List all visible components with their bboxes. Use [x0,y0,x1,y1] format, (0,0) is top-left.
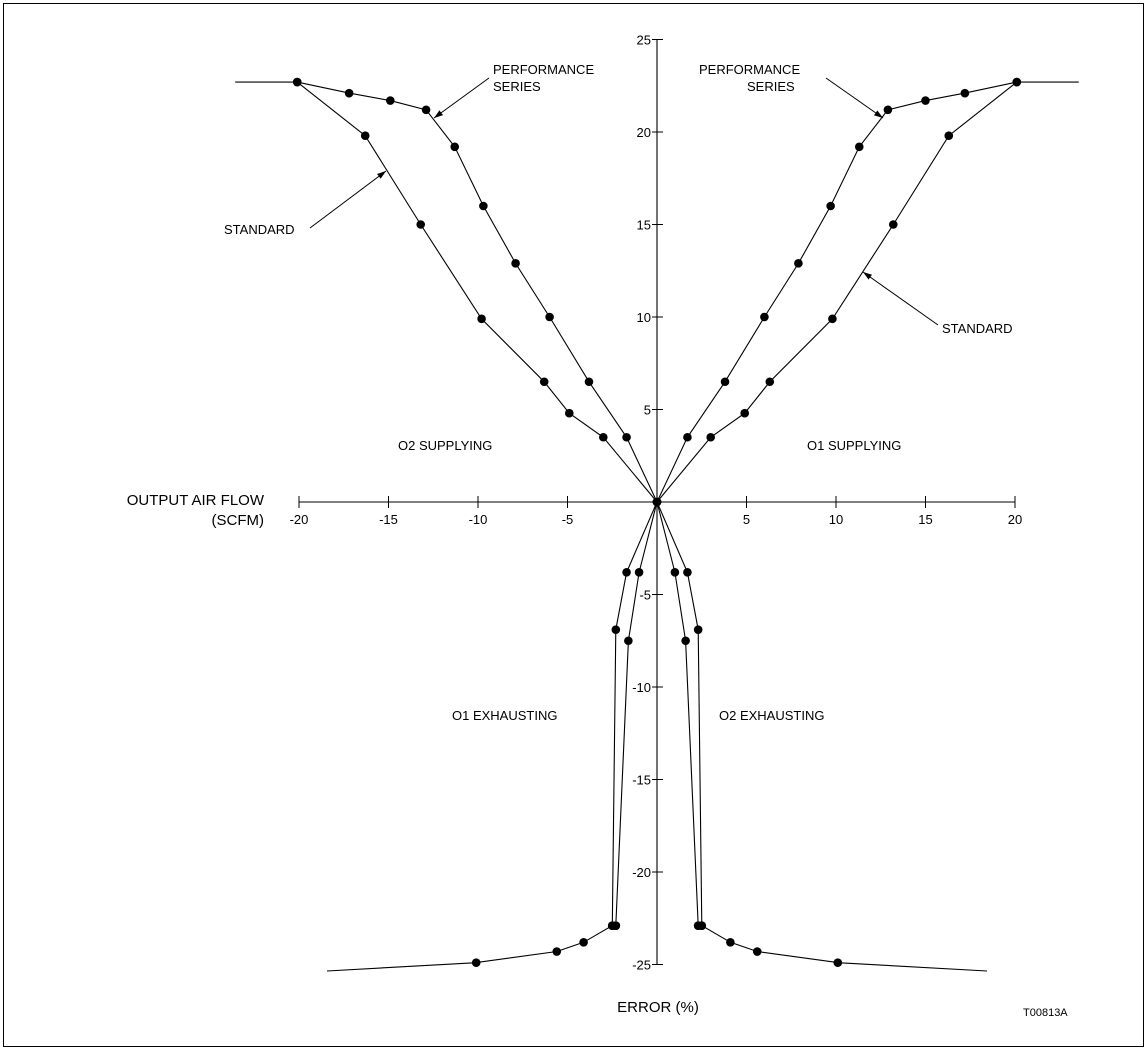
annotation-standard-right: STANDARD [942,321,1013,336]
data-point [471,958,481,967]
ticks: -20 -15 -10 -5 5 10 15 20 25 20 15 10 5 -5 -10 -15 -20 -2… [290,33,1023,973]
x-axis-title-line2: (SCFM) [212,512,265,529]
x-tick-label: 5 [743,512,750,527]
x-tick-label: -10 [469,512,488,527]
y-tick-label: 20 [637,125,651,140]
data-point [854,142,864,152]
leader-standard-right [862,271,939,326]
data-point [479,201,488,211]
data-point [599,432,608,442]
annotation-o2-exhausting: O2 EXHAUSTING [719,708,824,723]
data-point [624,636,633,646]
data-point [292,77,302,87]
annotation-standard-left: STANDARD [224,222,295,237]
data-point [652,497,662,507]
data-point [683,568,692,577]
data-point [794,259,803,268]
series-line [615,501,658,926]
y-tick-label: -20 [632,865,651,880]
data-point [344,88,354,98]
x-tick-label: 20 [1008,512,1022,527]
data-point [421,105,431,115]
series-line [656,501,699,926]
data-point [960,88,970,98]
figure-border [3,3,1144,1047]
data-point [511,259,520,268]
y-axis-title: ERROR (%) [617,999,699,1016]
data-point [760,312,769,322]
flat-extension-lower-right [837,962,988,972]
leader-standard-left [309,170,387,229]
data-point [720,377,730,387]
data-point [611,625,621,634]
data-point [670,568,680,577]
data-point [752,947,762,956]
data-point [450,142,460,152]
leader-performance-left [433,77,490,119]
annotation-o2-supplying: O2 SUPPLYING [398,438,492,453]
x-tick-label: 10 [829,512,843,527]
annotation-o1-supplying: O1 SUPPLYING [807,438,901,453]
data-point [622,432,631,442]
y-tick-label: -15 [632,773,651,788]
data-point [634,568,644,577]
x-tick-label: -5 [562,512,574,527]
data-point [545,312,554,322]
data-point [883,105,893,115]
y-tick-label: 25 [637,33,651,48]
annotation-performance-right-1: PERFORMANCE [699,62,800,77]
data-point [693,625,703,634]
annotation-o1-exhausting: O1 EXHAUSTING [452,708,557,723]
annotation-performance-left-2: SERIES [493,79,541,94]
data-point [552,947,562,956]
data-point [416,220,426,229]
data-point [360,131,370,140]
x-tick-label: -20 [290,512,309,527]
y-tick-label: 5 [644,403,651,418]
data-point [826,201,835,211]
y-tick-label: -5 [639,588,651,603]
y-tick-label: 15 [637,218,651,233]
annotation-performance-right-2: SERIES [747,79,795,94]
data-point [944,131,954,140]
y-tick-label: -10 [632,680,651,695]
data-point [833,958,843,967]
leader-performance-right [825,77,884,119]
x-tick-label: 15 [918,512,932,527]
flat-extensions [235,81,1079,972]
annotation-performance-left-1: PERFORMANCE [493,62,594,77]
y-tick-label: -25 [632,958,651,973]
data-point [693,921,703,930]
data-point [740,408,750,418]
x-axis-title-line1: OUTPUT AIR FLOW [127,492,265,509]
data-point [539,377,549,387]
y-tick-label: 10 [637,310,651,325]
flat-extension-lower-left [326,962,477,972]
data-point [921,96,930,105]
data-point [681,636,690,646]
x-tick-label: -15 [379,512,398,527]
data-point [765,377,775,387]
data-point [706,432,715,442]
data-point [611,921,621,930]
data-point [888,220,898,229]
data-point [828,314,837,324]
data-point [622,568,631,577]
data-point [683,432,692,442]
data-point [1012,77,1022,87]
data-point [584,377,594,387]
data-point [579,938,588,947]
data-point [385,96,395,105]
data-point [564,408,574,418]
data-point [726,938,735,947]
data-points [292,77,1022,967]
figure-code: T00813A [1023,1007,1068,1019]
data-point [477,314,486,324]
